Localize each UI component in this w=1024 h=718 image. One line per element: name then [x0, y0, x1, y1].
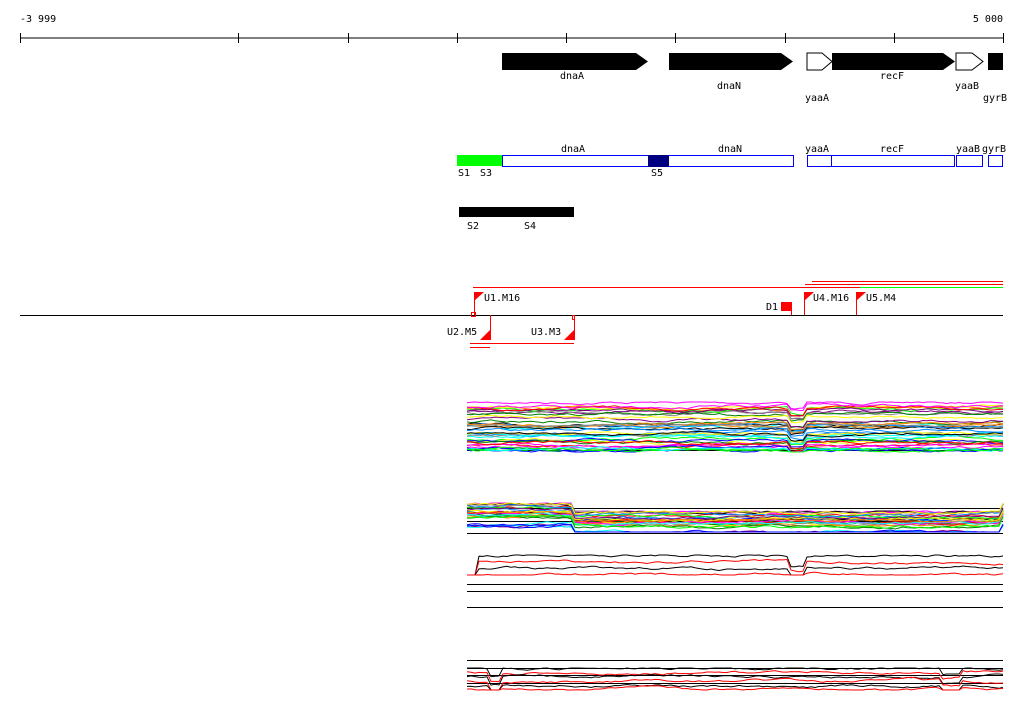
- gene-arrows-track: dnaA dnaN yaaA recF yaaB gyrB: [502, 52, 1007, 104]
- gene-arrow-yaaA[interactable]: [806, 52, 833, 71]
- axis-end-label: 5 000: [973, 14, 1003, 25]
- gene-arrow-recF[interactable]: [832, 53, 955, 70]
- marker-u4[interactable]: U4.M16: [804, 292, 849, 315]
- signal-trace: [466, 446, 1004, 453]
- gene-box-yaaA[interactable]: [807, 155, 832, 167]
- axis-start-label: -3 999: [20, 14, 56, 25]
- marker-u5[interactable]: U5.M4: [856, 292, 896, 315]
- marker-label: U1.M16: [484, 293, 520, 304]
- gene-label: dnaN: [717, 81, 741, 92]
- signal-trace: [466, 440, 1004, 450]
- marker-track: U1.M16 D1 U4.M16 U5.M4 U2.M5 U3.M3: [20, 281, 1003, 348]
- segment-green[interactable]: [457, 155, 502, 166]
- signal-trace: [466, 502, 1004, 516]
- signal-trace: [467, 667, 1004, 678]
- marker-d1[interactable]: D1: [766, 302, 792, 315]
- gene-label: yaaA: [805, 144, 829, 155]
- gene-box-gyrB[interactable]: [988, 155, 1003, 167]
- signal-trace: [466, 416, 1003, 429]
- signal-trace: [466, 509, 1004, 523]
- signal-trace: [466, 504, 1004, 518]
- gene-arrow-dnaN[interactable]: [669, 53, 793, 70]
- gene-boxes-track: dnaA dnaN yaaA recF yaaB gyrB S1 S3 S5: [457, 144, 1006, 179]
- signal-trace: [466, 507, 1004, 520]
- segment-label-s2: S2: [467, 221, 479, 232]
- signal-trace: [467, 565, 1004, 576]
- signal-trace: [466, 430, 1004, 442]
- segment-label-s1: S1: [458, 168, 470, 179]
- gene-arrow-gyrB[interactable]: [988, 53, 1003, 70]
- signal-trace: [466, 670, 1004, 683]
- gene-label: gyrB: [982, 144, 1006, 155]
- gene-label: dnaA: [561, 144, 585, 155]
- signal-trace: [466, 523, 1004, 533]
- gene-arrow-yaaB[interactable]: [955, 52, 984, 71]
- signal-trace: [466, 431, 1004, 443]
- marker-label: U3.M3: [531, 327, 561, 338]
- gene-arrow-dnaA[interactable]: [502, 53, 648, 70]
- signal-trace: [466, 407, 1004, 417]
- signal-trace: [466, 414, 1004, 424]
- gene-label: gyrB: [983, 93, 1007, 104]
- marker-label: U5.M4: [866, 293, 896, 304]
- signal-trace: [467, 571, 1004, 576]
- signal-trace: [467, 554, 1004, 576]
- coordinate-axis: [20, 33, 1004, 43]
- signal-trace: [466, 683, 1004, 691]
- signal-trace: [466, 510, 1004, 524]
- marker-u2[interactable]: U2.M5: [447, 315, 491, 340]
- segment-label-s5: S5: [651, 168, 663, 179]
- signal-trace: [467, 558, 1004, 576]
- segment-label-s3: S3: [480, 168, 492, 179]
- gene-box-yaaB[interactable]: [956, 155, 983, 167]
- marker-u1[interactable]: U1.M16: [471, 292, 521, 317]
- segment-black[interactable]: [459, 207, 574, 217]
- signal-plots: [466, 401, 1004, 691]
- segment-label-s4: S4: [524, 221, 536, 232]
- signal-trace: [466, 685, 1004, 691]
- gene-box-recF[interactable]: [831, 155, 955, 167]
- signal-trace: [466, 511, 1004, 527]
- signal-trace: [466, 676, 1004, 691]
- black-segment-track: S2 S4: [459, 207, 574, 232]
- signal-trace: [466, 425, 1004, 436]
- gene-label: recF: [880, 71, 904, 82]
- marker-label: U4.M16: [813, 293, 849, 304]
- marker-label: U2.M5: [447, 327, 477, 338]
- gene-label: yaaB: [956, 144, 980, 155]
- signal-trace: [466, 446, 1004, 453]
- gene-label: recF: [880, 144, 904, 155]
- signal-trace: [466, 411, 1004, 422]
- gene-label: dnaA: [560, 71, 584, 82]
- signal-trace: [466, 401, 1004, 410]
- signal-trace: [466, 405, 1004, 417]
- marker-label: D1: [766, 302, 778, 313]
- gene-label: yaaB: [955, 81, 979, 92]
- gene-label: yaaA: [805, 93, 829, 104]
- signal-trace: [466, 437, 1004, 448]
- signal-trace: [466, 515, 1004, 530]
- marker-u3[interactable]: U3.M3: [531, 315, 575, 340]
- segment-navy[interactable]: [648, 155, 669, 167]
- signal-trace: [466, 402, 1004, 412]
- signal-trace: [466, 427, 1004, 437]
- signal-trace: [466, 514, 1004, 529]
- gene-label: dnaN: [718, 144, 742, 155]
- signal-trace: [466, 423, 1004, 433]
